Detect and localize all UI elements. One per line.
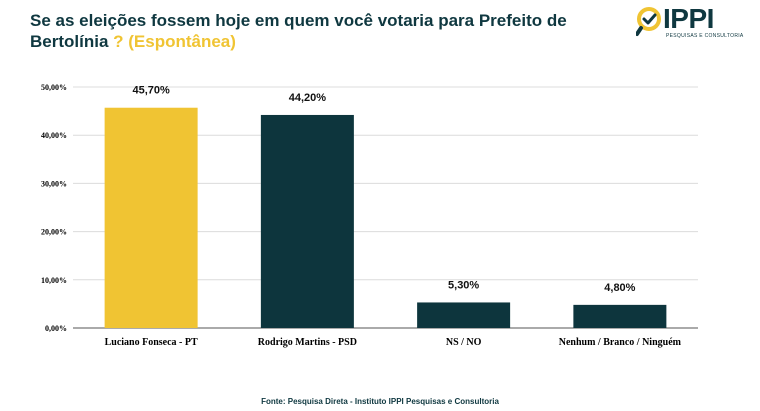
x-tick-label: NS / NO	[446, 337, 482, 348]
data-label: 44,20%	[289, 92, 327, 104]
y-tick-label: 30,00%	[41, 179, 67, 188]
ippi-logo: IPPI PESQUISAS E CONSULTORIA	[636, 4, 756, 44]
bar-chart: 0,00% 10,00% 20,00% 30,00% 40,00% 50,00% 45,70…	[41, 83, 698, 348]
y-tick-label: 10,00%	[41, 276, 67, 285]
chart-panel: 0,00% 10,00% 20,00% 30,00% 40,00% 50,00% 45,70…	[13, 64, 748, 390]
bar	[260, 114, 354, 329]
page-title: Se as eleições fossem hoje em quem você …	[30, 10, 630, 52]
y-tick-label: 0,00%	[45, 324, 67, 333]
bar	[417, 302, 511, 328]
x-tick-label: Nenhum / Branco / Ninguém	[559, 337, 682, 348]
bar	[104, 107, 198, 328]
logo-name: IPPI	[663, 3, 714, 34]
data-label: 5,30%	[448, 279, 479, 291]
title-accent: ? (Espontânea)	[113, 32, 236, 51]
title-main: Se as eleições fossem hoje em quem você …	[30, 11, 567, 51]
magnifier-check-icon	[636, 7, 661, 36]
y-tick-label: 40,00%	[41, 131, 67, 140]
y-tick-label: 50,00%	[41, 83, 67, 92]
source-footer: Fonte: Pesquisa Direta - Instituto IPPI …	[261, 397, 499, 406]
x-tick-label: Rodrigo Martins - PSD	[258, 337, 357, 348]
x-tick-label: Luciano Fonseca - PT	[105, 337, 198, 348]
data-label: 45,70%	[132, 85, 170, 97]
logo-subtitle: PESQUISAS E CONSULTORIA	[666, 33, 744, 39]
data-label: 4,80%	[604, 282, 635, 294]
bar	[573, 304, 667, 328]
y-tick-label: 20,00%	[41, 228, 67, 237]
